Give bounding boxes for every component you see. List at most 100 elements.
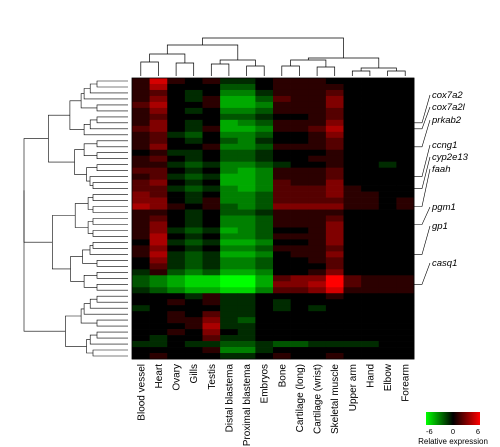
heatmap-cell	[308, 239, 327, 246]
heatmap-cell	[149, 233, 168, 240]
heatmap-cell	[290, 353, 309, 360]
heatmap-cell	[167, 78, 186, 85]
heatmap-cell	[220, 317, 239, 324]
heatmap-cell	[202, 353, 221, 360]
heatmap-cell	[220, 287, 239, 294]
heatmap-cell	[361, 245, 380, 252]
heatmap-cell	[361, 305, 380, 312]
heatmap-cell	[273, 245, 291, 252]
heatmap-cell	[149, 347, 168, 354]
heatmap-cell	[255, 293, 274, 300]
heatmap-cell	[167, 95, 186, 103]
heatmap-cell	[237, 209, 256, 216]
heatmap-cell	[237, 341, 256, 348]
heatmap-cell	[167, 89, 186, 97]
heatmap-cell	[237, 149, 256, 157]
heatmap-cell	[308, 335, 327, 342]
heatmap-cell	[361, 221, 380, 228]
heatmap-cell	[325, 215, 344, 222]
heatmap-cell	[237, 233, 256, 240]
heatmap-cell	[396, 239, 415, 246]
row-dendrogram	[23, 80, 128, 357]
column-label: Gills	[189, 364, 200, 383]
heatmap-cell	[396, 95, 415, 103]
heatmap-cell	[202, 125, 221, 133]
heatmap-cell	[255, 137, 274, 145]
heatmap-cell	[132, 101, 150, 109]
heatmap-cell	[202, 263, 221, 270]
heatmap-cell	[184, 287, 203, 294]
column-label: Ovary	[172, 364, 183, 391]
heatmap-cell	[396, 191, 415, 198]
heatmap-cell	[290, 107, 309, 115]
dendrogram-branch	[23, 190, 66, 332]
heatmap-cell	[343, 323, 362, 330]
heatmap-cell	[132, 263, 150, 270]
heatmap-cell	[325, 335, 344, 342]
heatmap-cell	[343, 251, 362, 258]
heatmap-cell	[396, 83, 415, 91]
heatmap-cell	[378, 299, 397, 306]
heatmap-cell	[325, 155, 344, 163]
heatmap-cell	[255, 191, 274, 198]
heatmap-cell	[396, 341, 415, 348]
column-labels: Blood vessel Heart Ovary Gills Testis Distal …	[136, 363, 411, 446]
heatmap-cell	[220, 161, 239, 169]
heatmap-cell	[396, 329, 415, 336]
heatmap-cell	[184, 263, 203, 270]
heatmap-cell	[202, 311, 221, 318]
heatmap-cell	[396, 197, 415, 204]
heatmap-cell	[132, 78, 150, 85]
heatmap-cell	[167, 311, 186, 318]
heatmap-cell	[220, 203, 239, 210]
heatmap-cell	[255, 227, 274, 234]
heatmap-cell	[396, 209, 415, 216]
heatmap-cell	[202, 287, 221, 294]
heatmap-cell	[290, 78, 309, 85]
heatmap-cell	[273, 185, 291, 192]
heatmap-cell	[220, 101, 239, 109]
heatmap-cell	[343, 101, 362, 109]
heatmap-cell	[396, 89, 415, 97]
heatmap-cell	[325, 179, 344, 186]
gene-label: gp1	[432, 221, 448, 232]
heatmap-cell	[396, 245, 415, 252]
heatmap-cell	[378, 245, 397, 252]
heatmap-cell	[378, 179, 397, 186]
heatmap-cell	[220, 131, 239, 139]
heatmap-cell	[237, 299, 256, 306]
heatmap-cell	[343, 95, 362, 103]
heatmap-cell	[149, 251, 168, 258]
heatmap-cell	[184, 233, 203, 240]
heatmap-cell	[255, 131, 274, 139]
gene-label: cox7a2	[432, 90, 463, 101]
heatmap-cell	[184, 215, 203, 222]
heatmap-cell	[202, 179, 221, 186]
heatmap-cell	[378, 269, 397, 276]
heatmap-cell	[308, 257, 327, 264]
heatmap-cell	[220, 83, 239, 91]
heatmap-cell	[237, 125, 256, 133]
heatmap-cell	[255, 317, 274, 324]
column-label: Blood vessel	[136, 364, 147, 421]
heatmap-cell	[361, 263, 380, 270]
heatmap-cell	[290, 191, 309, 198]
heatmap-cell	[343, 155, 362, 163]
heatmap-cell	[167, 347, 186, 354]
heatmap-cell	[290, 311, 309, 318]
heatmap-cell	[308, 161, 327, 169]
heatmap-cell	[184, 305, 203, 312]
heatmap-cell	[184, 185, 203, 192]
heatmap-cell	[325, 251, 344, 258]
heatmap-cell	[255, 83, 274, 91]
heatmap-cell	[167, 275, 186, 282]
heatmap-cell	[220, 347, 239, 354]
heatmap-cell	[396, 347, 415, 354]
heatmap-cell	[343, 317, 362, 324]
legend-tick-mid: 0	[451, 427, 455, 436]
heatmap-cell	[202, 197, 221, 204]
heatmap-cell	[308, 197, 327, 204]
heatmap-cell	[202, 281, 221, 288]
heatmap-cell	[255, 323, 274, 330]
heatmap-cell	[308, 83, 327, 91]
